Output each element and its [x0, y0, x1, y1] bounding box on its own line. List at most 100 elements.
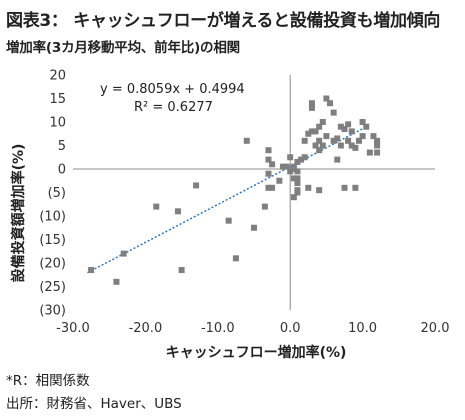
source-note: 出所：財務省、Haver、UBS: [6, 396, 182, 412]
data-point: [305, 130, 312, 137]
data-point: [352, 184, 359, 191]
data-point: [251, 224, 257, 231]
data-point: [265, 156, 272, 163]
data-point: [294, 180, 301, 187]
data-point: [308, 100, 315, 107]
data-point: [345, 137, 352, 144]
r-squared-label: R² = 0.6277: [134, 100, 213, 115]
data-point: [312, 142, 319, 149]
y-tick-label: (15): [39, 233, 66, 248]
data-point: [316, 147, 323, 154]
data-point: [327, 100, 334, 107]
data-point: [276, 177, 283, 184]
x-axis-label: キャッシュフロー増加率(%): [166, 344, 347, 361]
data-point: [341, 126, 348, 133]
data-point: [305, 184, 312, 191]
chart-title: 図表3： キャッシュフローが増えると設備投資も増加傾向: [6, 11, 441, 31]
y-tick-label: 20: [49, 69, 66, 84]
data-point: [374, 137, 381, 144]
y-tick-label: 15: [49, 92, 66, 107]
data-point: [337, 123, 344, 130]
y-axis-ticks: 20 15 10 5 0 (5) (10) (15) (20) (25) (30): [39, 69, 66, 319]
data-point: [294, 175, 301, 182]
y-tick-label: 10: [49, 116, 66, 131]
y-tick-label: (20): [39, 257, 66, 272]
data-point: [374, 149, 381, 156]
data-point: [355, 137, 362, 144]
data-point: [308, 104, 315, 111]
data-point: [120, 250, 127, 257]
data-point: [178, 267, 185, 274]
data-point: [279, 163, 286, 170]
x-tick-label: -10.0: [201, 321, 235, 336]
data-point: [290, 194, 297, 201]
data-point: [283, 163, 290, 170]
x-tick-label: 20.0: [421, 321, 450, 336]
data-point: [174, 208, 181, 215]
chart-subtitle: 増加率(3カ月移動平均、前年比)の相関: [6, 40, 240, 56]
data-point: [269, 161, 276, 168]
data-point: [294, 168, 301, 175]
data-point: [374, 142, 381, 149]
y-tick-label: (10): [39, 210, 66, 225]
data-point: [323, 133, 330, 140]
y-axis-label: 設備投資額増加率(%): [10, 144, 27, 283]
data-point: [232, 255, 239, 262]
x-tick-label: 0.0: [280, 321, 301, 336]
data-point: [316, 123, 323, 130]
data-point: [269, 184, 276, 191]
data-point: [348, 142, 355, 149]
y-tick-label: 5: [58, 139, 66, 154]
data-point: [265, 147, 272, 154]
data-point: [287, 154, 294, 161]
data-point: [308, 128, 315, 135]
x-tick-label: 10.0: [348, 321, 377, 336]
data-point: [113, 278, 120, 285]
data-point: [316, 187, 323, 194]
data-point: [341, 184, 348, 191]
data-point: [294, 158, 301, 165]
data-point: [294, 189, 301, 196]
data-point: [334, 156, 341, 163]
data-point: [287, 168, 294, 175]
data-point: [301, 154, 308, 161]
data-points: [88, 95, 381, 285]
x-tick-label: -20.0: [129, 321, 163, 336]
data-point: [316, 137, 323, 144]
y-tick-label: (30): [39, 304, 66, 319]
data-point: [301, 137, 308, 144]
trendline-equation: y = 0.8059x + 0.4994: [100, 82, 245, 97]
data-point: [265, 184, 272, 191]
data-point: [193, 182, 200, 189]
data-point: [153, 203, 160, 210]
data-point: [225, 217, 232, 224]
data-point: [359, 119, 366, 125]
data-point: [352, 144, 359, 151]
data-point: [348, 128, 355, 135]
x-tick-label: -30.0: [56, 321, 90, 336]
y-tick-label: (5): [48, 186, 66, 201]
y-tick-label: (25): [39, 280, 66, 295]
data-point: [261, 203, 268, 210]
data-point: [88, 267, 95, 274]
data-point: [243, 137, 250, 144]
data-point: [290, 166, 297, 172]
data-point: [366, 149, 373, 156]
y-tick-label: 0: [58, 163, 66, 178]
data-point: [312, 128, 319, 135]
data-point: [345, 121, 352, 128]
data-point: [319, 119, 326, 125]
data-point: [330, 137, 337, 144]
data-point: [330, 109, 337, 116]
data-point: [298, 156, 305, 163]
data-point: [334, 135, 341, 142]
data-point: [363, 123, 370, 130]
data-point: [319, 142, 326, 149]
data-point: [337, 142, 344, 149]
data-point: [290, 175, 297, 182]
data-point: [370, 133, 377, 140]
data-point: [359, 133, 366, 140]
x-axis-ticks: -30.0 -20.0 -10.0 0.0 10.0 20.0: [56, 321, 449, 336]
data-point: [323, 95, 330, 102]
